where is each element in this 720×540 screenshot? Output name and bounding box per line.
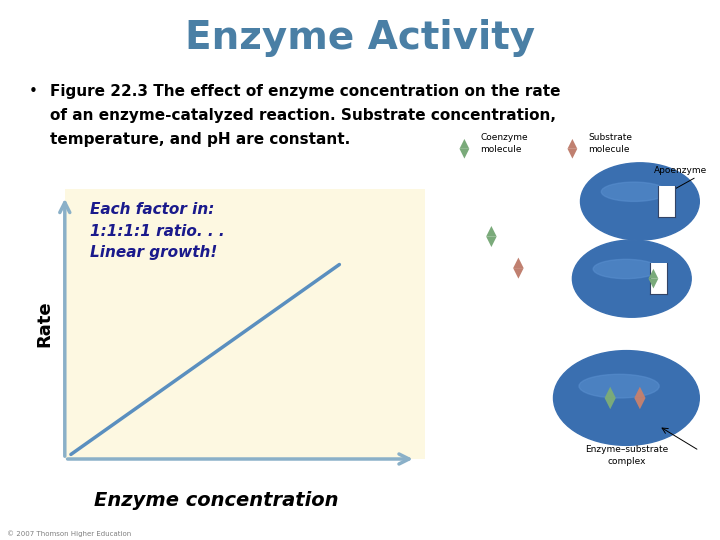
Text: Enzyme concentration: Enzyme concentration (94, 491, 338, 510)
Text: Each factor in:
1:1:1:1 ratio. . .
Linear growth!: Each factor in: 1:1:1:1 ratio. . . Linea… (90, 202, 225, 260)
Text: Rate: Rate (36, 301, 53, 347)
Polygon shape (459, 139, 469, 148)
Polygon shape (634, 387, 646, 398)
Text: © 2007 Thomson Higher Education: © 2007 Thomson Higher Education (7, 531, 132, 537)
Text: molecule: molecule (589, 145, 630, 153)
Text: Figure 22.3 The effect of enzyme concentration on the rate: Figure 22.3 The effect of enzyme concent… (50, 84, 561, 99)
Polygon shape (567, 148, 577, 159)
Text: Enzyme Activity: Enzyme Activity (185, 19, 535, 57)
Ellipse shape (580, 163, 699, 240)
Text: Coenzyme: Coenzyme (481, 133, 528, 142)
Text: Enzyme–substrate: Enzyme–substrate (585, 446, 668, 454)
Polygon shape (605, 387, 616, 398)
Bar (650, 263, 667, 294)
Polygon shape (486, 226, 497, 237)
Ellipse shape (601, 182, 667, 201)
Bar (658, 186, 675, 217)
Ellipse shape (572, 240, 691, 317)
Ellipse shape (554, 350, 699, 446)
Text: Substrate: Substrate (589, 133, 633, 142)
Text: of an enzyme-catalyzed reaction. Substrate concentration,: of an enzyme-catalyzed reaction. Substra… (50, 108, 557, 123)
Text: •: • (29, 84, 37, 99)
Polygon shape (567, 139, 577, 148)
Text: molecule: molecule (481, 145, 522, 153)
Polygon shape (605, 398, 616, 409)
Text: temperature, and pH are constant.: temperature, and pH are constant. (50, 132, 351, 147)
Polygon shape (513, 258, 523, 268)
Text: complex: complex (607, 457, 646, 466)
Ellipse shape (579, 374, 660, 398)
Polygon shape (513, 268, 523, 279)
Text: Apoenzyme: Apoenzyme (654, 166, 707, 176)
Polygon shape (649, 269, 658, 279)
Polygon shape (649, 279, 658, 288)
Polygon shape (486, 237, 497, 247)
Polygon shape (459, 148, 469, 159)
Ellipse shape (593, 259, 659, 279)
Polygon shape (634, 398, 646, 409)
